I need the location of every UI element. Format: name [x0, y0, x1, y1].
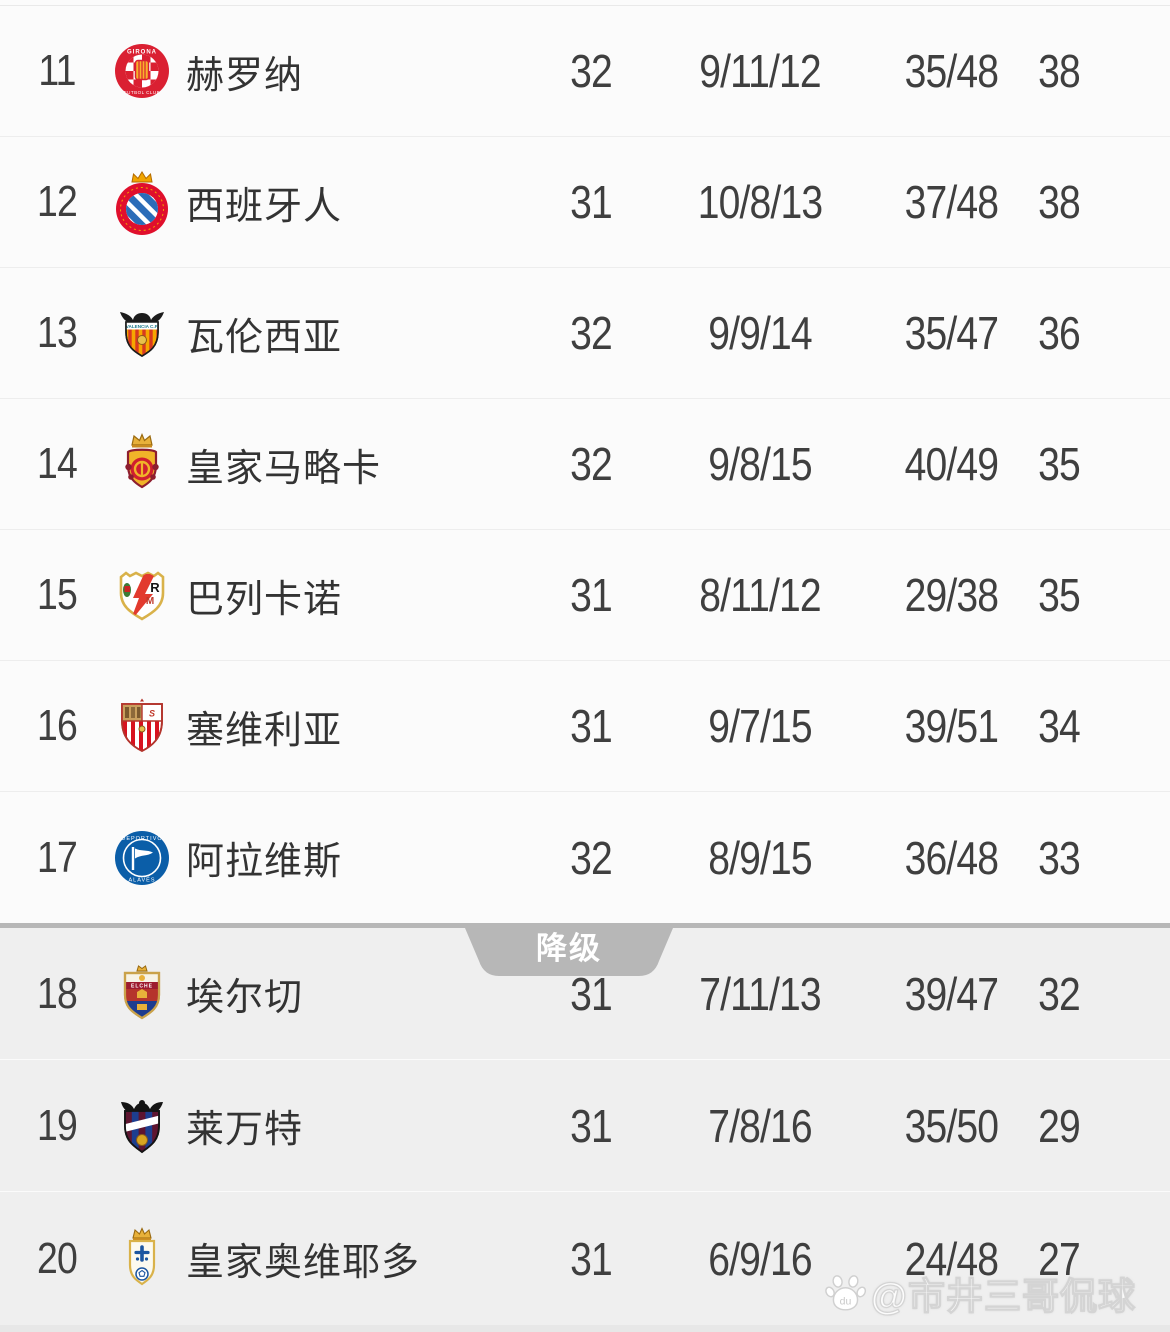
table-row[interactable]: 18 ELCHE: [0, 928, 1170, 1060]
table-row[interactable]: 11 GIRONA FUTBOL CLUB: [0, 6, 1170, 137]
svg-text:R: R: [150, 580, 160, 595]
goals-for-against: 39/51: [904, 700, 999, 752]
relegation-tab-shape: [465, 928, 673, 976]
valencia-badge-icon: VALENCIA C.F.: [114, 302, 170, 364]
win-draw-loss: 8/9/15: [708, 831, 812, 884]
points: 27: [1038, 1232, 1081, 1285]
svg-text:VALENCIA C.F.: VALENCIA C.F.: [126, 324, 158, 329]
rank: 16: [37, 701, 78, 750]
matches-played: 32: [570, 45, 613, 97]
relegation-tab: 降级: [463, 928, 675, 976]
matches-played: 31: [570, 569, 613, 621]
rank: 14: [37, 439, 78, 488]
relegation-label: 降级: [536, 931, 602, 966]
alaves-badge-icon: DEPORTIVO ALAVÉS: [114, 830, 170, 886]
matches-played: 32: [570, 438, 613, 490]
points: 33: [1038, 831, 1081, 884]
svg-text:DEPORTIVO: DEPORTIVO: [121, 836, 162, 842]
goals-for-against: 37/48: [904, 176, 999, 228]
svg-text:M: M: [146, 596, 154, 607]
points: 34: [1038, 700, 1081, 752]
win-draw-loss: 9/8/15: [708, 438, 812, 490]
rank: 13: [37, 308, 78, 357]
team-name: 塞维利亚: [186, 709, 343, 752]
points: 29: [1038, 1099, 1081, 1152]
goals-for-against: 36/48: [904, 831, 999, 884]
goals-for-against: 40/49: [904, 438, 999, 490]
goals-for-against: 29/38: [904, 569, 999, 621]
rayo-vallecano-badge-icon: R M: [114, 566, 170, 624]
sevilla-badge-icon: S: [114, 695, 170, 757]
bottom-divider: [0, 1325, 1170, 1332]
matches-played: 31: [570, 1099, 613, 1152]
svg-text:ALAVÉS: ALAVÉS: [129, 876, 156, 883]
team-name: 阿拉维斯: [186, 841, 343, 883]
team-name: 皇家奥维耶多: [186, 1242, 421, 1284]
points: 38: [1038, 45, 1081, 97]
goals-for-against: 24/48: [904, 1232, 999, 1285]
standings-section-main: 11 GIRONA FUTBOL CLUB: [0, 6, 1170, 923]
goals-for-against: 35/48: [904, 45, 999, 97]
table-row[interactable]: 20 皇家奥维耶多 31 6/9/16 24/48 27: [0, 1192, 1170, 1325]
rank: 20: [37, 1233, 78, 1283]
win-draw-loss: 7/11/13: [699, 967, 821, 1020]
table-row[interactable]: 15 R M 巴列卡诺 31 8/11/12 29/38 35: [0, 530, 1170, 661]
points: 35: [1038, 569, 1081, 621]
matches-played: 31: [570, 700, 613, 752]
win-draw-loss: 9/7/15: [708, 700, 812, 752]
table-row[interactable]: 13 VALENCIA C.F. 瓦伦: [0, 268, 1170, 399]
team-name: 赫罗纳: [186, 54, 304, 97]
rank: 11: [38, 46, 76, 95]
win-draw-loss: 8/11/12: [699, 569, 821, 621]
svg-text:ELCHE: ELCHE: [131, 983, 153, 989]
rank: 15: [37, 570, 78, 619]
rank: 19: [37, 1100, 78, 1150]
matches-played: 32: [570, 831, 613, 884]
matches-played: 31: [570, 176, 613, 228]
table-row[interactable]: 17 DEPORTIVO ALAVÉS 阿拉维斯 32 8/9/15 36/48…: [0, 792, 1170, 923]
win-draw-loss: 10/8/13: [697, 176, 823, 228]
goals-for-against: 35/47: [904, 307, 999, 359]
team-name: 皇家马略卡: [186, 447, 382, 490]
matches-played: 31: [570, 967, 613, 1020]
rank: 17: [37, 832, 78, 882]
rank: 12: [37, 177, 78, 226]
points: 32: [1038, 967, 1081, 1020]
top-divider: [0, 0, 1170, 6]
points: 36: [1038, 307, 1081, 359]
win-draw-loss: 9/11/12: [699, 45, 821, 97]
relegation-divider: 降级: [0, 923, 1170, 976]
levante-badge-icon: [114, 1094, 170, 1158]
rank: 18: [37, 968, 78, 1018]
table-row[interactable]: 14 皇家马略卡 32 9/8/15 40/49 35: [0, 399, 1170, 530]
espanyol-badge-icon: [114, 168, 170, 236]
table-row[interactable]: 12 西班牙人 31 10/8/13 37/48 38: [0, 137, 1170, 268]
svg-text:S: S: [149, 709, 155, 719]
girona-badge-icon: GIRONA FUTBOL CLUB: [114, 43, 170, 99]
team-name: 埃尔切: [186, 977, 304, 1019]
goals-for-against: 35/50: [904, 1099, 999, 1152]
win-draw-loss: 6/9/16: [708, 1232, 812, 1285]
team-name: 瓦伦西亚: [186, 316, 343, 359]
team-name: 巴列卡诺: [186, 578, 343, 621]
win-draw-loss: 9/9/14: [708, 307, 812, 359]
goals-for-against: 39/47: [904, 967, 999, 1020]
mallorca-badge-icon: [114, 432, 170, 496]
svg-text:GIRONA: GIRONA: [127, 50, 157, 56]
standings-section-relegation: 18 ELCHE: [0, 928, 1170, 1325]
matches-played: 32: [570, 307, 613, 359]
table-row[interactable]: 16 S: [0, 661, 1170, 792]
points: 38: [1038, 176, 1081, 228]
matches-played: 31: [570, 1232, 613, 1285]
table-row[interactable]: 19 莱万特 31 7/8/16: [0, 1060, 1170, 1192]
points: 35: [1038, 438, 1081, 490]
team-name: 莱万特: [186, 1109, 304, 1151]
win-draw-loss: 7/8/16: [708, 1099, 812, 1152]
real-oviedo-badge-icon: [114, 1226, 170, 1291]
team-name: 西班牙人: [186, 185, 343, 228]
svg-text:FUTBOL CLUB: FUTBOL CLUB: [124, 90, 160, 95]
elche-badge-icon: ELCHE: [114, 963, 170, 1025]
